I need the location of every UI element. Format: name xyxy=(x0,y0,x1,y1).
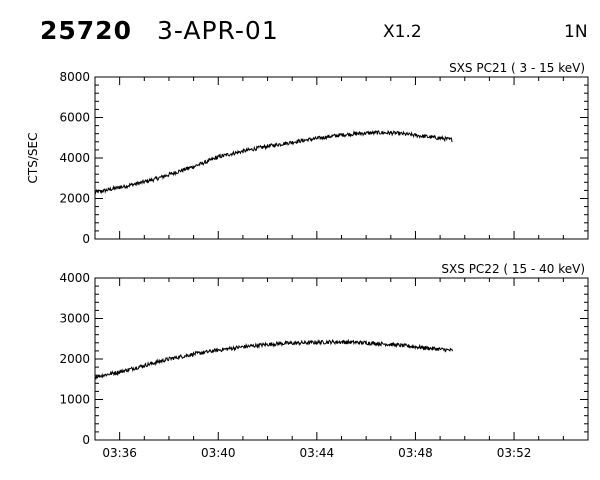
record-id: 25720 xyxy=(40,16,132,45)
y-tick-label: 0 xyxy=(82,232,90,246)
x-tick-label: 03:40 xyxy=(201,446,236,460)
y-axis-label: CTS/SEC xyxy=(26,133,40,184)
y-tick-label: 2000 xyxy=(59,192,90,206)
scale-factor: X1.2 xyxy=(383,22,422,42)
x-tick-label: 03:44 xyxy=(300,446,335,460)
channel-code: 1N xyxy=(564,22,588,42)
y-tick-label: 2000 xyxy=(59,352,90,366)
observation-date: 3-APR-01 xyxy=(157,16,279,45)
y-tick-label: 8000 xyxy=(59,70,90,84)
y-tick-label: 3000 xyxy=(59,312,90,326)
x-tick-label: 03:48 xyxy=(398,446,433,460)
y-tick-label: 0 xyxy=(82,433,90,447)
count-rate-line xyxy=(94,129,453,195)
y-tick-label: 4000 xyxy=(59,151,90,165)
panel-title: SXS PC21 ( 3 - 15 keV) xyxy=(449,61,585,75)
x-tick-label: 03:52 xyxy=(497,446,532,460)
y-tick-label: 1000 xyxy=(59,393,90,407)
count-rate-line xyxy=(94,338,453,381)
x-tick-label: 03:36 xyxy=(102,446,137,460)
y-tick-label: 6000 xyxy=(59,111,90,125)
plot-frame xyxy=(94,76,589,240)
y-tick-label: 4000 xyxy=(59,271,90,285)
panel-title: SXS PC22 ( 15 - 40 keV) xyxy=(441,262,585,276)
